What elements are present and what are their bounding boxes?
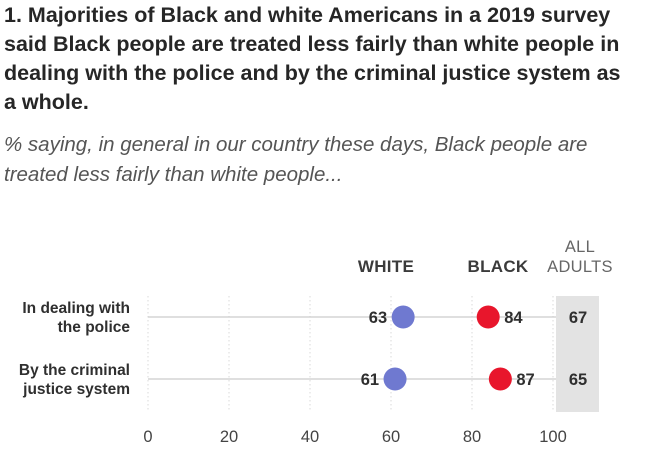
x-tick-label-60: 60 — [382, 428, 400, 446]
x-tick-label-20: 20 — [220, 428, 238, 446]
white-dot-0 — [391, 305, 415, 329]
row-label-1-line2: justice system — [22, 381, 130, 398]
all-adults-value-1: 65 — [569, 371, 587, 389]
column-header-white: WHITE — [358, 257, 414, 276]
x-tick-label-80: 80 — [463, 428, 481, 446]
column-header-all-adults-line2: ADULTS — [547, 258, 613, 276]
column-header-all-adults-line1: ALL — [565, 238, 595, 256]
all-adults-value-0: 67 — [569, 309, 587, 327]
black-value-1: 87 — [516, 371, 534, 389]
all-adults-column-bg — [556, 296, 599, 412]
row-label-1-line1: By the criminal — [19, 362, 130, 379]
row-label-0-line2: the police — [58, 319, 131, 336]
black-value-0: 84 — [504, 309, 523, 327]
black-dot-0 — [476, 305, 500, 329]
white-value-1: 61 — [361, 371, 379, 389]
x-tick-label-0: 0 — [143, 428, 152, 446]
x-tick-label-100: 100 — [539, 428, 567, 446]
row-label-0-line1: In dealing with — [22, 300, 130, 317]
x-tick-label-40: 40 — [301, 428, 319, 446]
white-dot-1 — [383, 367, 407, 391]
chart-subtitle: % saying, in general in our country thes… — [4, 133, 588, 186]
chart-title: 1. Majorities of Black and white America… — [4, 3, 621, 114]
white-value-0: 63 — [369, 309, 387, 327]
column-header-black: BLACK — [468, 257, 529, 276]
black-dot-1 — [488, 367, 512, 391]
